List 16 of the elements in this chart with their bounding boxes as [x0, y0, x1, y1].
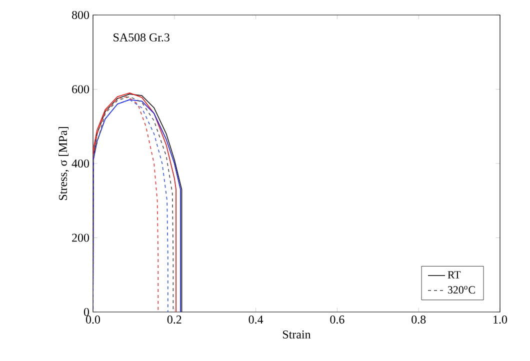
x-tick-label: 0.8 [412, 316, 426, 324]
x-axis-title: Strain [283, 330, 311, 339]
y-tick-label: 0 [84, 308, 90, 316]
x-tick-label: 0.0 [86, 316, 100, 324]
legend-label: RT [448, 271, 461, 278]
x-tick-label: 1.0 [494, 316, 508, 324]
y-tick-label: 800 [72, 10, 90, 20]
x-tick-label: 0.4 [248, 316, 264, 324]
y-tick-label: 600 [72, 85, 90, 94]
x-tick-label: 0.2 [167, 316, 182, 324]
y-tick-label: 200 [72, 234, 90, 242]
legend-label: 320$^{o}$C [448, 286, 475, 294]
y-tick-label: 400 [72, 159, 90, 168]
x-tick-label: 0.6 [330, 316, 344, 324]
y-axis-title: Stress, σ [MPa] [58, 127, 69, 200]
annotation: SA508 Gr.3 [114, 33, 170, 42]
